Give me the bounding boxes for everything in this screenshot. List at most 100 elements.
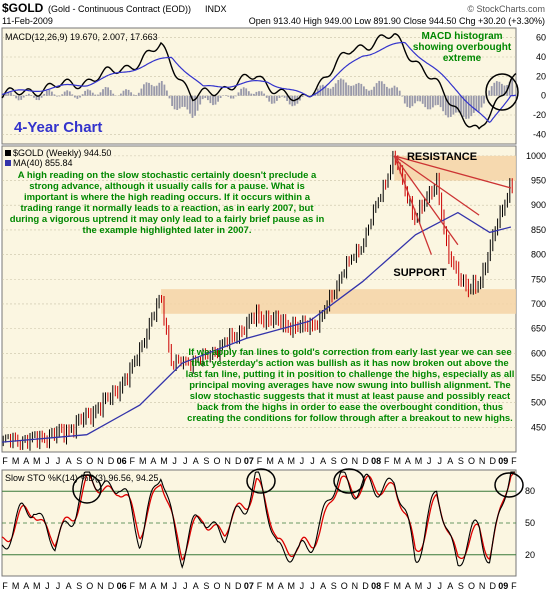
month-tick-label: D xyxy=(108,456,115,466)
stoch-legend: Slow STO %K(14) %D(3) 96.56, 94.25 xyxy=(5,473,158,483)
month-tick-label: A xyxy=(66,581,72,591)
month-tick-label: M xyxy=(288,581,296,591)
month-tick-label: A xyxy=(23,456,29,466)
month-tick-label: N xyxy=(224,581,231,591)
legend-ma: MA(40) 855.84 xyxy=(13,158,73,168)
macd-axis-ticks: 60 40 20 0 -20 -40 xyxy=(533,33,546,140)
macd-tick-label: -40 xyxy=(533,129,546,139)
month-tick-label: A xyxy=(320,581,326,591)
exchange-label: INDX xyxy=(205,4,227,14)
macd-highlight-circle xyxy=(485,73,519,111)
month-tick-label: 06 xyxy=(117,456,127,466)
chart-title: 4-Year Chart xyxy=(14,119,102,136)
price-tick-label: 600 xyxy=(531,348,546,358)
month-tick-label: J xyxy=(56,581,61,591)
month-tick-label: N xyxy=(97,456,104,466)
month-tick-label: M xyxy=(266,581,274,591)
macd-tick-label: -20 xyxy=(533,110,546,120)
month-tick-label: M xyxy=(12,456,20,466)
price-tick-label: 850 xyxy=(531,225,546,235)
month-tick-label: M xyxy=(33,581,41,591)
macd-histogram xyxy=(2,77,514,119)
month-tick-label: O xyxy=(86,456,93,466)
macd-signal-line xyxy=(1,41,517,124)
macd-grid xyxy=(2,37,516,135)
month-tick-label: S xyxy=(76,456,82,466)
month-tick-label: O xyxy=(213,456,220,466)
month-tick-label: J xyxy=(310,456,315,466)
month-tick-label: J xyxy=(45,581,50,591)
month-tick-label: M xyxy=(394,456,402,466)
month-tick-label: O xyxy=(86,581,93,591)
macd-line xyxy=(1,33,517,130)
month-tick-label: F xyxy=(257,581,263,591)
stoch-grid xyxy=(2,490,516,556)
month-tick-label: M xyxy=(139,456,147,466)
month-tick-label: M xyxy=(415,456,423,466)
month-tick-label: F xyxy=(511,581,517,591)
month-tick-label: 07 xyxy=(244,456,254,466)
month-tick-label: F xyxy=(511,456,517,466)
month-tick-label: S xyxy=(203,456,209,466)
ohlc-label: Open 913.40 High 949.00 Low 891.90 Close… xyxy=(249,16,545,26)
month-tick-label: M xyxy=(288,456,296,466)
annotation-stochastic: A high reading on the slow stochastic ce… xyxy=(9,170,325,236)
date-label: 11-Feb-2009 xyxy=(2,16,53,26)
month-tick-label: F xyxy=(2,456,8,466)
month-tick-label: A xyxy=(278,581,284,591)
macd-tick-label: 20 xyxy=(536,71,546,81)
stoch-circle-2005 xyxy=(72,474,102,504)
stoch-k-line xyxy=(1,471,515,569)
month-tick-label: A xyxy=(150,581,156,591)
month-axis-bottom: F M A M J J A S O N D 06 F M A M J J A S O N D 07 F M A M J J A S O N D 08 F… xyxy=(2,581,517,591)
stoch-circle-2009 xyxy=(494,472,524,498)
month-tick-label: S xyxy=(203,581,209,591)
month-tick-label: A xyxy=(193,456,199,466)
fan-line xyxy=(393,155,459,246)
month-tick-label: F xyxy=(257,456,263,466)
month-tick-label: J xyxy=(427,456,432,466)
month-tick-label: J xyxy=(172,456,177,466)
month-tick-label: A xyxy=(447,456,453,466)
price-tick-label: 500 xyxy=(531,398,546,408)
month-tick-label: N xyxy=(97,581,104,591)
month-tick-label: M xyxy=(266,456,274,466)
month-tick-label: D xyxy=(235,581,242,591)
month-tick-label: M xyxy=(394,581,402,591)
month-tick-label: A xyxy=(193,581,199,591)
fan-lines xyxy=(393,155,512,255)
month-tick-label: A xyxy=(405,581,411,591)
month-tick-label: J xyxy=(183,456,188,466)
legend-main: $GOLD (Weekly) 944.50 xyxy=(13,148,111,158)
month-tick-label: M xyxy=(415,581,423,591)
symbol-title: $GOLD xyxy=(2,1,44,15)
month-tick-label: A xyxy=(447,581,453,591)
price-tick-label: 700 xyxy=(531,299,546,309)
month-tick-label: M xyxy=(139,581,147,591)
month-tick-label: 09 xyxy=(498,456,508,466)
month-tick-label: F xyxy=(384,456,390,466)
fan-line xyxy=(393,155,480,216)
month-tick-label: O xyxy=(468,456,475,466)
legend-main-swatch xyxy=(5,150,11,156)
stoch-highlight-circles xyxy=(72,468,524,504)
month-tick-label: J xyxy=(310,581,315,591)
resistance-label: RESISTANCE xyxy=(407,151,477,163)
price-tick-label: 550 xyxy=(531,373,546,383)
month-tick-label: D xyxy=(362,581,369,591)
price-tick-label: 950 xyxy=(531,176,546,186)
month-axis-top: F M A M J J A S O N D 06 F M A M J J A S O N D 07 F M A M J J A S O N D 08 F… xyxy=(2,456,517,466)
month-tick-label: 09 xyxy=(498,581,508,591)
month-tick-label: D xyxy=(362,456,369,466)
source-label: © StockCharts.com xyxy=(467,4,545,14)
stoch-axis-ticks: 80 50 20 xyxy=(525,486,535,560)
month-tick-label: A xyxy=(23,581,29,591)
month-tick-label: S xyxy=(331,456,337,466)
month-tick-label: M xyxy=(160,581,168,591)
macd-legend: MACD(12,26,9) 19.670, 2.007, 17.663 xyxy=(5,32,158,42)
month-tick-label: 06 xyxy=(117,581,127,591)
price-tick-label: 800 xyxy=(531,250,546,260)
ma40-line xyxy=(1,211,512,443)
price-tick-label: 900 xyxy=(531,200,546,210)
